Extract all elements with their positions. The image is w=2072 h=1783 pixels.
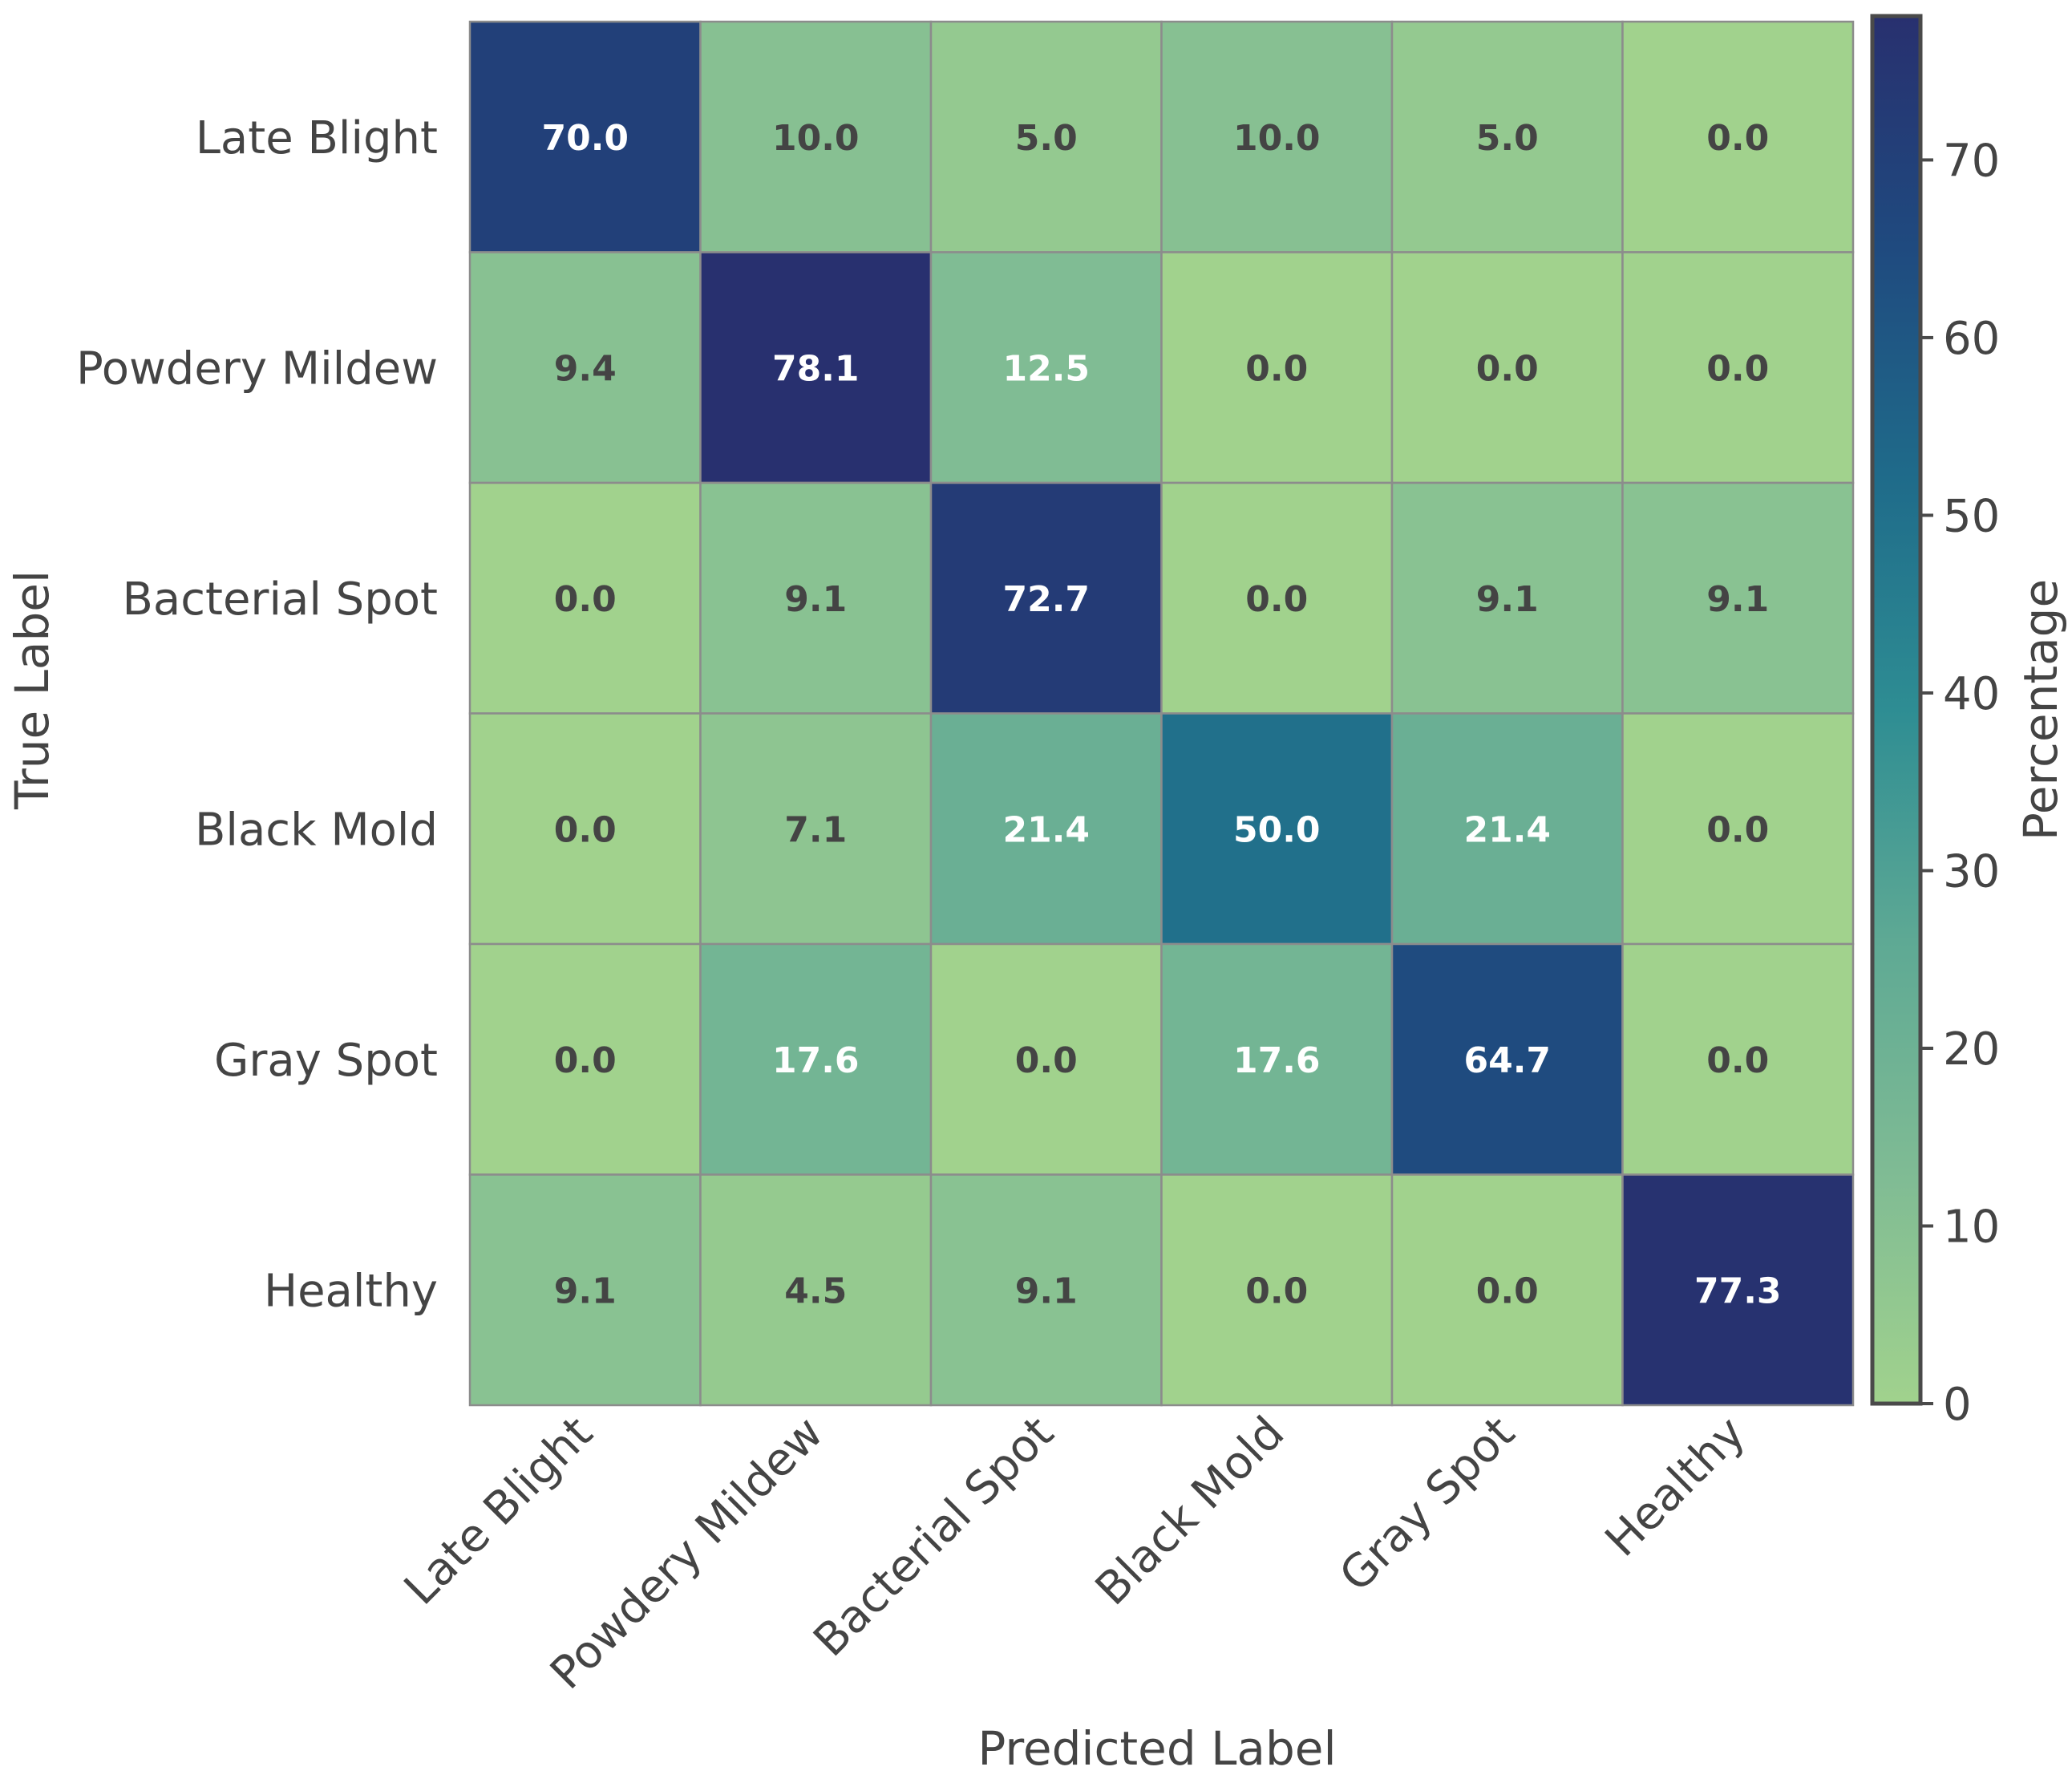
x-tick-label: Black Mold — [1086, 1407, 1294, 1615]
heatmap-cell-value: 0.0 — [1015, 1040, 1078, 1081]
heatmap-cell-value: 5.0 — [1476, 118, 1539, 159]
heatmap-cell-value: 10.0 — [772, 118, 860, 159]
heatmap-cell-value: 0.0 — [1706, 809, 1769, 850]
heatmap-cell-value: 10.0 — [1233, 118, 1321, 159]
heatmap-cell-value: 0.0 — [1706, 348, 1769, 389]
colorbar-tick-label: 70 — [1943, 135, 2000, 187]
y-tick-label: Black Mold — [195, 804, 438, 856]
x-tick-label: Healthy — [1596, 1407, 1755, 1566]
heatmap-cell — [929, 481, 1163, 715]
heatmap-cell — [1160, 20, 1394, 253]
y-tick-label: Gray Spot — [214, 1035, 438, 1087]
heatmap-cell-value: 50.0 — [1233, 809, 1321, 850]
heatmap-cell — [1160, 1173, 1394, 1407]
heatmap-cell — [699, 481, 933, 715]
heatmap-cell-value: 77.3 — [1694, 1270, 1782, 1311]
heatmap-cell — [699, 712, 933, 946]
heatmap-cell-value: 21.4 — [1002, 809, 1090, 850]
heatmap-cell-value: 4.5 — [784, 1270, 847, 1311]
heatmap-cell — [1390, 481, 1624, 715]
colorbar-ticks: 0 10 20 30 40 50 60 70 — [1920, 135, 2000, 1431]
y-tick-label: Powdery Mildew — [76, 342, 438, 395]
heatmap-cell-value: 0.0 — [554, 579, 617, 620]
heatmap-cells — [468, 20, 1855, 1407]
heatmap-cell — [1621, 942, 1855, 1176]
y-axis-title: True Label — [5, 570, 59, 810]
heatmap-cell-value: 17.6 — [772, 1040, 860, 1081]
heatmap-cell — [1621, 1173, 1855, 1407]
x-tick-label: Gray Spot — [1329, 1407, 1524, 1602]
heatmap-cell-labels: 70.0 10.0 5.0 10.0 5.0 0.0 9.4 78.1 12.5 0.0 0.0 0.… — [541, 118, 1781, 1312]
heatmap-cell — [1390, 1173, 1624, 1407]
heatmap-cell — [929, 20, 1163, 253]
heatmap-cell-value: 0.0 — [1706, 118, 1769, 159]
x-tick-label: Late Blight — [395, 1407, 603, 1615]
y-tick-label: Late Blight — [196, 112, 438, 164]
colorbar-tick-label: 30 — [1943, 845, 2000, 898]
heatmap-cell — [1160, 942, 1394, 1176]
heatmap-cell — [929, 942, 1163, 1176]
colorbar-tick-label: 0 — [1943, 1379, 1972, 1431]
heatmap-cell-value: 9.1 — [784, 579, 847, 620]
heatmap-cell-value: 9.4 — [554, 348, 617, 389]
colorbar-label: Percentage — [2013, 579, 2068, 841]
colorbar-tick-label: 20 — [1943, 1023, 2000, 1076]
heatmap-cell — [1390, 712, 1624, 946]
heatmap-cell — [1160, 712, 1394, 946]
heatmap-cell — [1621, 251, 1855, 484]
y-tick-label: Bacterial Spot — [122, 573, 438, 626]
heatmap-cell-value: 17.6 — [1233, 1040, 1321, 1081]
heatmap-cell-value: 12.5 — [1002, 348, 1090, 389]
heatmap-cell-value: 0.0 — [1706, 1040, 1769, 1081]
heatmap-cell-value: 7.1 — [784, 809, 847, 850]
heatmap-cell — [699, 20, 933, 253]
heatmap-cell-value: 64.7 — [1463, 1040, 1551, 1081]
heatmap-cell-value: 5.0 — [1015, 118, 1078, 159]
heatmap-cell — [1160, 251, 1394, 484]
y-tick-label: Healthy — [264, 1265, 438, 1317]
heatmap-cell — [929, 712, 1163, 946]
heatmap-cell — [1390, 942, 1624, 1176]
heatmap-cell-value: 9.1 — [1015, 1270, 1078, 1311]
heatmap-cell — [1621, 20, 1855, 253]
heatmap-cell-value: 0.0 — [1476, 348, 1539, 389]
heatmap-cell — [1390, 20, 1624, 253]
heatmap-cell-value: 70.0 — [541, 118, 629, 159]
y-axis-tick-labels: Late Blight Powdery Mildew Bacterial Spot B… — [76, 112, 438, 1318]
heatmap-cell-value: 78.1 — [772, 348, 860, 389]
colorbar-tick-label: 10 — [1943, 1201, 2000, 1253]
colorbar — [1870, 14, 1923, 1406]
heatmap-cell-value: 0.0 — [1476, 1270, 1539, 1311]
heatmap-cell — [468, 1173, 702, 1407]
colorbar-tick-label: 40 — [1943, 668, 2000, 720]
heatmap-cell-value: 0.0 — [554, 1040, 617, 1081]
colorbar-tick-label: 60 — [1943, 313, 2000, 365]
heatmap-cell-value: 0.0 — [1245, 1270, 1308, 1311]
heatmap-cell-value: 9.1 — [1476, 579, 1539, 620]
x-tick-label: Bacterial Spot — [803, 1407, 1063, 1667]
heatmap-cell-value: 9.1 — [554, 1270, 617, 1311]
heatmap-cell-value: 72.7 — [1002, 579, 1090, 620]
heatmap-cell — [1160, 481, 1394, 715]
heatmap-cell-value: 0.0 — [1245, 579, 1308, 620]
heatmap-cell — [1621, 712, 1855, 946]
heatmap-cell-value: 21.4 — [1463, 809, 1551, 850]
heatmap-cell — [468, 942, 702, 1176]
colorbar-tick-label: 50 — [1943, 490, 2000, 542]
heatmap-cell — [699, 251, 933, 484]
heatmap-cell-value: 0.0 — [554, 809, 617, 850]
heatmap-cell-value: 0.0 — [1245, 348, 1308, 389]
heatmap-cell — [468, 20, 702, 253]
heatmap-cell — [1621, 481, 1855, 715]
x-axis-title: Predicted Label — [977, 1721, 1336, 1776]
heatmap-cell — [468, 712, 702, 946]
heatmap-cell — [468, 481, 702, 715]
heatmap-cell-value: 9.1 — [1706, 579, 1769, 620]
